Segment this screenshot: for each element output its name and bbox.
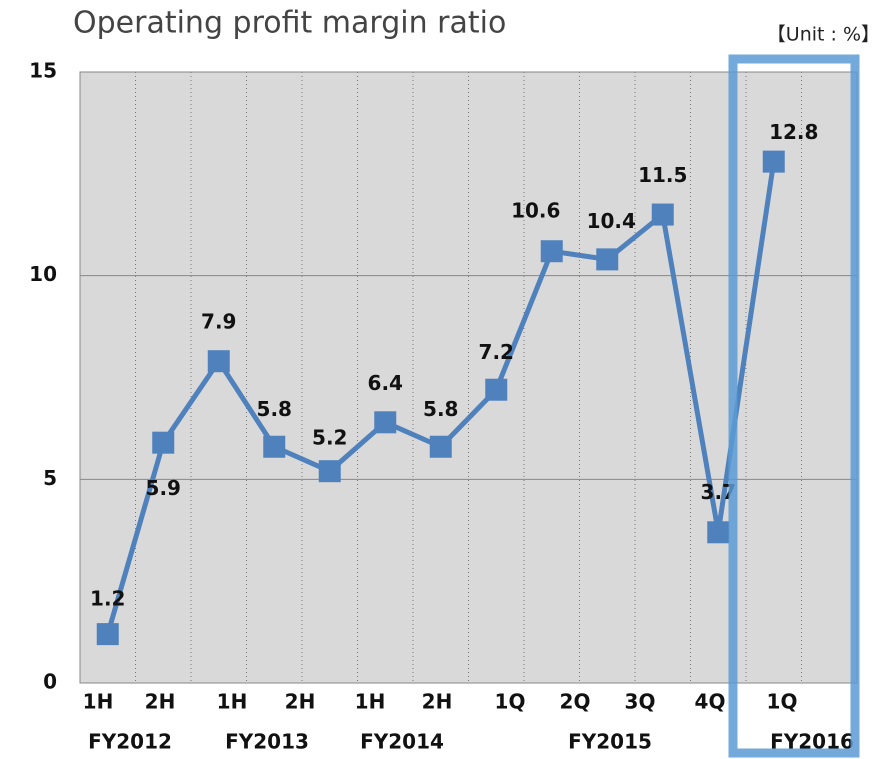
x-tick-label: 3Q [625,690,656,714]
y-tick-label: 10 [29,262,57,286]
group-label: FY2012 [88,730,172,754]
marker [429,435,452,458]
x-tick-label: 1H [217,690,248,714]
x-tick-label: 1H [355,690,386,714]
x-tick-label: 2Q [560,690,591,714]
unit-label: 【Unit : %】 [767,24,880,46]
marker [374,411,397,434]
group-label: FY2013 [225,730,309,754]
x-tick-label: 2H [145,690,176,714]
chart-title: Operating profit margin ratio [73,6,506,41]
x-tick-label: 4Q [695,690,726,714]
data-label: 5.9 [146,476,181,500]
x-tick-label: 1Q [495,690,526,714]
marker [540,240,563,263]
data-label: 10.6 [511,199,560,223]
data-label: 5.8 [423,397,458,421]
y-tick-label: 0 [43,670,57,694]
marker [152,431,175,454]
marker [596,248,619,271]
marker [651,203,674,226]
data-label: 5.8 [257,397,292,421]
group-label: FY2014 [360,730,444,754]
data-label: 12.8 [769,120,818,144]
highlight-box [728,54,860,758]
marker [207,350,230,373]
x-tick-label: 1Q [767,690,798,714]
x-tick-label: 2H [285,690,316,714]
data-label: 11.5 [638,163,687,187]
data-label: 7.9 [201,310,236,334]
y-tick-label: 15 [29,59,57,83]
data-label: 5.2 [312,426,347,450]
x-tick-label: 1H [83,690,114,714]
group-label: FY2015 [568,730,652,754]
data-label: 7.2 [479,340,514,364]
data-label: 10.4 [587,209,636,233]
marker [707,521,730,544]
data-label: 6.4 [368,371,403,395]
marker [485,378,508,401]
y-tick-label: 5 [43,466,57,490]
data-label: 1.2 [90,587,125,611]
marker [263,435,286,458]
marker [96,623,119,646]
marker [318,460,341,483]
marker [762,150,785,173]
x-tick-label: 2H [422,690,453,714]
